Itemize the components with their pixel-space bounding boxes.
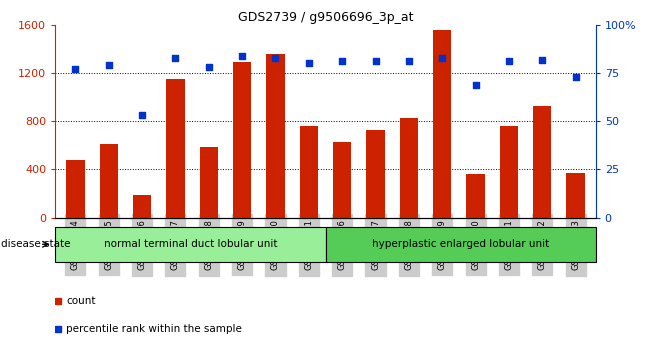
Point	[137, 113, 147, 118]
Bar	[166, 79, 185, 218]
Text: normal terminal duct lobular unit: normal terminal duct lobular unit	[104, 239, 277, 249]
Bar	[500, 126, 518, 218]
Point	[570, 74, 581, 80]
Bar	[200, 147, 218, 218]
Point	[437, 55, 447, 61]
Point	[504, 59, 514, 64]
Bar	[299, 126, 318, 218]
Point	[70, 66, 81, 72]
Point	[204, 64, 214, 70]
Bar	[333, 142, 352, 218]
Text: disease state: disease state	[1, 239, 70, 249]
Text: percentile rank within the sample: percentile rank within the sample	[66, 324, 242, 334]
Point	[471, 82, 481, 87]
Bar	[66, 160, 85, 218]
Bar	[533, 105, 551, 218]
Bar	[466, 174, 485, 218]
Bar	[100, 144, 118, 218]
Text: count: count	[66, 296, 96, 306]
Point	[537, 57, 547, 62]
Bar	[55, 227, 325, 262]
Point	[404, 59, 414, 64]
Point	[104, 62, 114, 68]
Title: GDS2739 / g9506696_3p_at: GDS2739 / g9506696_3p_at	[238, 11, 413, 24]
Point	[337, 59, 348, 64]
Bar	[326, 227, 596, 262]
Point	[370, 59, 381, 64]
Text: hyperplastic enlarged lobular unit: hyperplastic enlarged lobular unit	[372, 239, 549, 249]
Bar	[433, 30, 451, 218]
Bar	[367, 130, 385, 218]
Bar	[133, 195, 151, 218]
Point	[237, 53, 247, 58]
Bar	[566, 173, 585, 218]
Point	[303, 61, 314, 66]
Bar	[233, 62, 251, 218]
Bar	[266, 54, 284, 218]
Bar	[400, 118, 418, 218]
Point	[170, 55, 180, 61]
Point	[270, 55, 281, 61]
